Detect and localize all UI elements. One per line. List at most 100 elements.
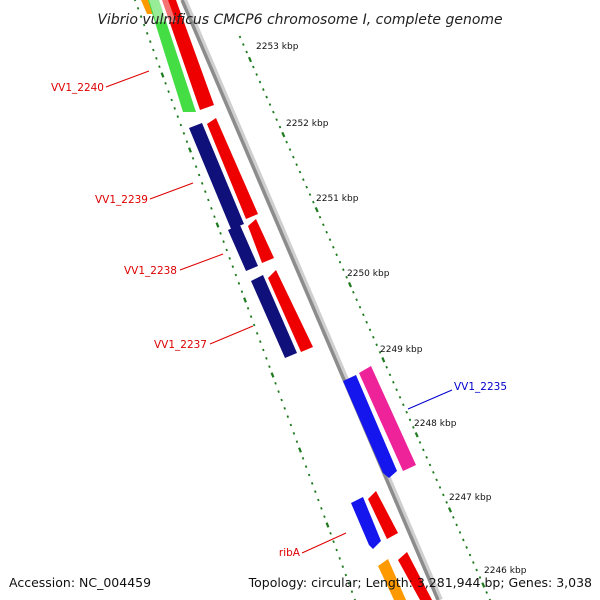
minor-tick: [465, 546, 468, 549]
minor-tick: [342, 268, 345, 272]
minor-tick: [222, 240, 225, 244]
minor-tick: [328, 238, 332, 242]
major-tick: [325, 522, 330, 528]
minor-tick: [252, 323, 256, 327]
minor-tick: [268, 103, 272, 106]
major-tick: [247, 56, 253, 63]
minor-tick: [200, 181, 204, 185]
gene-labels: VV1_2240 VV1_2239 VV1_2238 VV1_2237 VV1_…: [51, 82, 507, 559]
minor-tick: [329, 532, 332, 535]
minor-tick: [355, 298, 358, 302]
minor-tick: [185, 140, 189, 143]
kbp-label: 2251 kbp: [316, 194, 359, 204]
minor-tick: [358, 305, 362, 309]
major-tick: [481, 582, 486, 588]
gene-red-riba: [368, 491, 398, 539]
tick-rings: [134, 0, 491, 600]
minor-tick: [176, 115, 180, 119]
minor-tick: [265, 95, 268, 99]
backbone: [180, 0, 440, 600]
minor-tick: [255, 331, 259, 335]
minor-tick: [231, 265, 235, 269]
genes: [141, 0, 432, 600]
accession-text: Accession: NC_004459: [9, 575, 151, 590]
minor-tick: [455, 523, 458, 527]
minor-tick: [332, 245, 335, 249]
minor-tick: [392, 380, 395, 384]
minor-tick: [301, 457, 305, 460]
minor-tick: [265, 356, 268, 360]
minor-tick: [332, 540, 335, 544]
minor-tick: [347, 581, 351, 585]
minor-tick: [318, 215, 322, 219]
minor-tick: [283, 406, 286, 410]
kbp-label: 2252 kbp: [286, 119, 329, 129]
kbp-label: 2248 kbp: [414, 419, 457, 429]
leader-riba: [301, 532, 347, 554]
minor-tick: [323, 515, 326, 518]
minor-tick: [139, 15, 143, 19]
minor-tick: [314, 490, 317, 494]
minor-tick: [432, 471, 435, 474]
gene-label-riba: ribA: [279, 547, 301, 559]
minor-tick: [320, 506, 323, 510]
minor-tick: [478, 576, 482, 579]
minor-tick: [375, 343, 378, 347]
gene-vv1-2237-arrow: [251, 275, 297, 358]
leader-vv1-2237: [209, 325, 254, 345]
minor-tick: [412, 425, 415, 429]
major-tick: [160, 72, 165, 78]
major-tick: [447, 507, 453, 513]
minor-tick: [462, 538, 465, 542]
major-tick: [347, 281, 353, 288]
minor-tick: [262, 348, 265, 352]
minor-tick: [445, 501, 448, 504]
kbp-label: 2246 kbp: [484, 566, 527, 576]
minor-tick: [353, 598, 356, 600]
gene-magenta-2235: [359, 366, 416, 471]
minor-tick: [249, 315, 253, 319]
minor-tick: [472, 561, 475, 564]
minor-tick: [170, 98, 173, 102]
minor-tick: [173, 106, 176, 110]
minor-tick: [312, 200, 315, 204]
minor-tick: [272, 110, 275, 114]
minor-tick: [335, 548, 338, 552]
minor-tick: [368, 328, 372, 332]
minor-tick: [438, 486, 442, 489]
minor-tick: [246, 307, 250, 310]
minor-tick: [395, 388, 398, 392]
minor-tick: [191, 157, 195, 160]
kbp-label: 2253 kbp: [256, 42, 299, 52]
minor-tick: [225, 248, 228, 252]
minor-tick: [325, 230, 328, 234]
minor-tick: [408, 418, 412, 422]
gene-label-vv1-2235: VV1_2235: [454, 381, 507, 393]
minor-tick: [365, 320, 368, 324]
backbone-shadow: [181, 0, 443, 600]
minor-tick: [277, 390, 280, 394]
minor-tick: [286, 415, 290, 419]
minor-tick: [418, 441, 422, 444]
minor-tick: [338, 260, 342, 264]
gene-label-vv1-2238: VV1_2238: [124, 265, 177, 277]
minor-tick: [179, 123, 183, 127]
gene-red-bottom: [398, 552, 432, 600]
minor-tick: [292, 431, 296, 435]
minor-tick: [468, 553, 472, 557]
minor-tick: [341, 565, 345, 569]
minor-tick: [352, 290, 355, 294]
minor-tick: [145, 31, 149, 35]
minor-tick: [298, 170, 302, 174]
kbp-label: 2249 kbp: [380, 345, 423, 355]
minor-tick: [238, 35, 242, 39]
minor-tick: [435, 478, 438, 482]
minor-tick: [307, 473, 311, 477]
minor-tick: [149, 40, 152, 44]
leader-vv1-2239: [149, 182, 194, 200]
gene-red-2238: [248, 219, 274, 263]
gene-red-2237: [268, 270, 313, 352]
gene-vv1-2240-arrow: [148, 0, 196, 112]
minor-tick: [245, 50, 248, 54]
